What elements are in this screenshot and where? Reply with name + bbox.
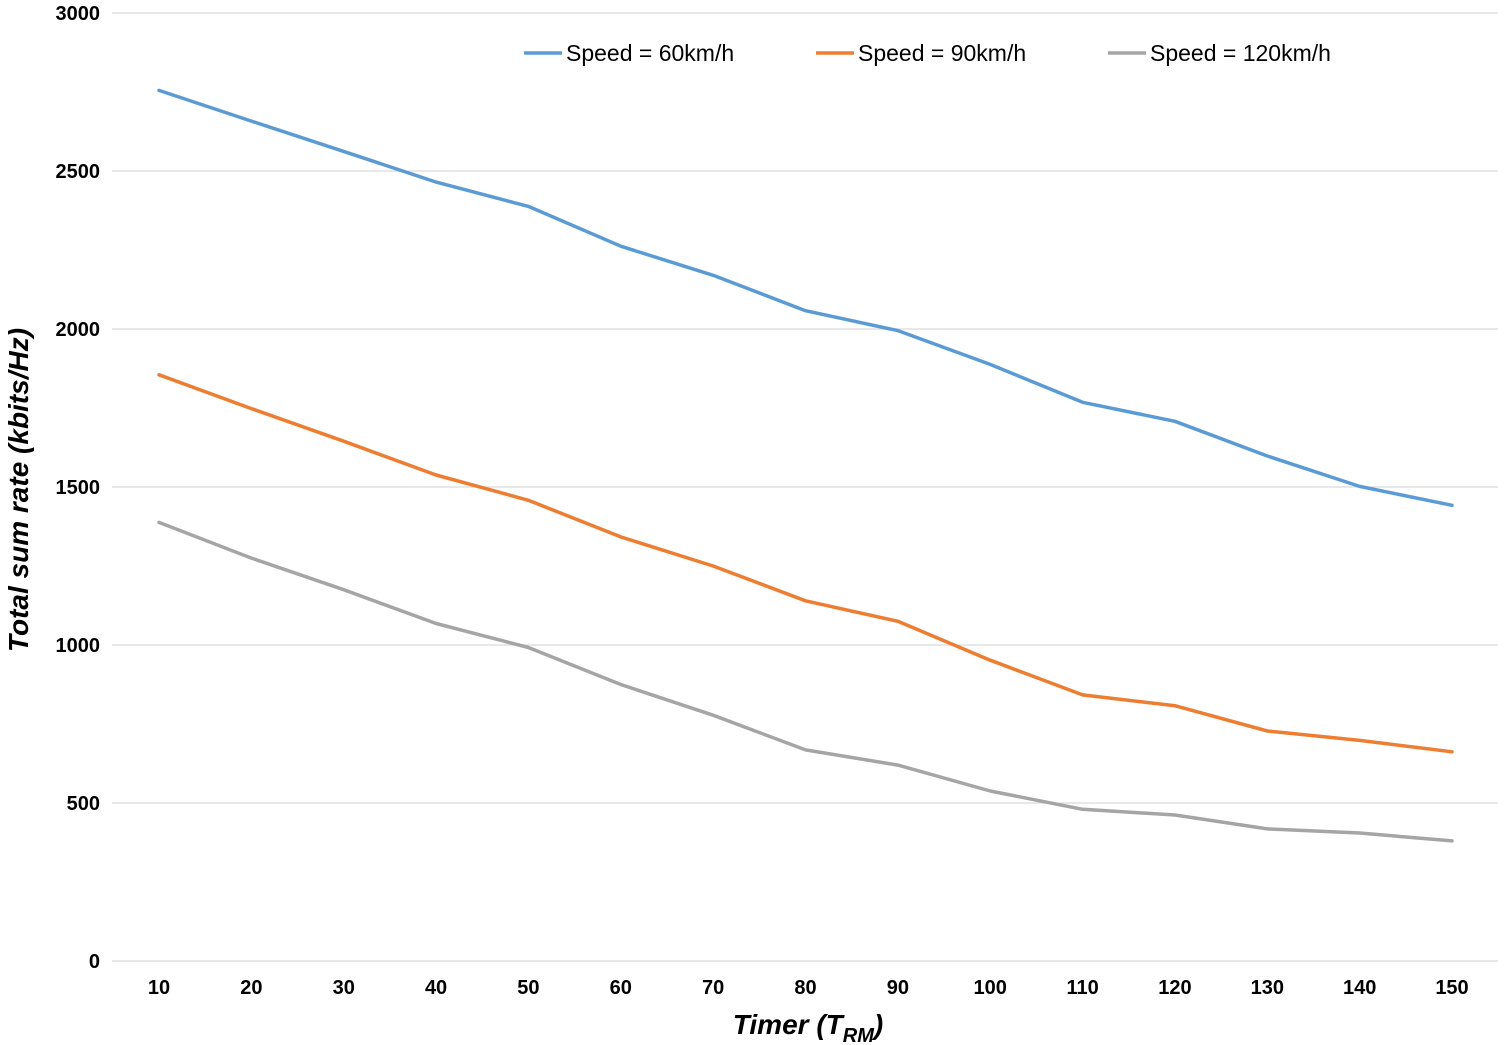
y-tick-label-500: 500 [67,793,100,815]
x-tick-label-90: 90 [887,977,909,999]
series-line-2 [157,373,1454,754]
x-tick-label-50: 50 [517,977,539,999]
x-tick-label-20: 20 [240,977,262,999]
y-tick-label-1000: 1000 [56,635,101,657]
x-tick-label-130: 130 [1251,977,1284,999]
x-tick-label-60: 60 [610,977,632,999]
y-axis-title: Total sum rate (kbits/Hz) [3,328,34,652]
y-axis-ticks: 0 500 1000 1500 2000 2500 3000 [56,3,101,973]
y-tick-label-0: 0 [89,951,100,973]
series-lines [157,88,1454,843]
y-tick-label-2500: 2500 [56,161,101,183]
legend-label-1: Speed = 60km/h [566,40,734,66]
x-tick-label-110: 110 [1066,977,1098,999]
x-axis-title-subscript: RM [843,1025,875,1045]
x-tick-label-100: 100 [974,977,1007,999]
legend-label-2: Speed = 90km/h [858,40,1026,66]
y-tick-label-2000: 2000 [56,319,101,341]
x-tick-label-120: 120 [1158,977,1191,999]
x-tick-label-10: 10 [148,977,170,999]
gridlines [112,12,1498,962]
x-axis-title-main: Timer (T [733,1009,846,1040]
x-tick-label-70: 70 [702,977,724,999]
x-tick-label-140: 140 [1343,977,1376,999]
x-axis-title: Timer (TRM) [733,1009,883,1045]
x-axis-title-suffix: ) [871,1009,883,1040]
legend-label-3: Speed = 120km/h [1150,40,1331,66]
y-tick-label-3000: 3000 [56,3,101,25]
legend: Speed = 60km/h Speed = 90km/h Speed = 120k… [524,40,1331,66]
series-line-1 [157,88,1454,508]
x-tick-label-30: 30 [333,977,355,999]
series-line-3 [157,520,1454,843]
x-tick-label-80: 80 [794,977,816,999]
x-tick-label-40: 40 [425,977,447,999]
x-tick-label-150: 150 [1435,977,1468,999]
y-tick-label-1500: 1500 [56,477,101,499]
x-axis-ticks: 10 20 30 40 50 60 70 80 90 100 110 120 130 140 150 [148,977,1469,999]
